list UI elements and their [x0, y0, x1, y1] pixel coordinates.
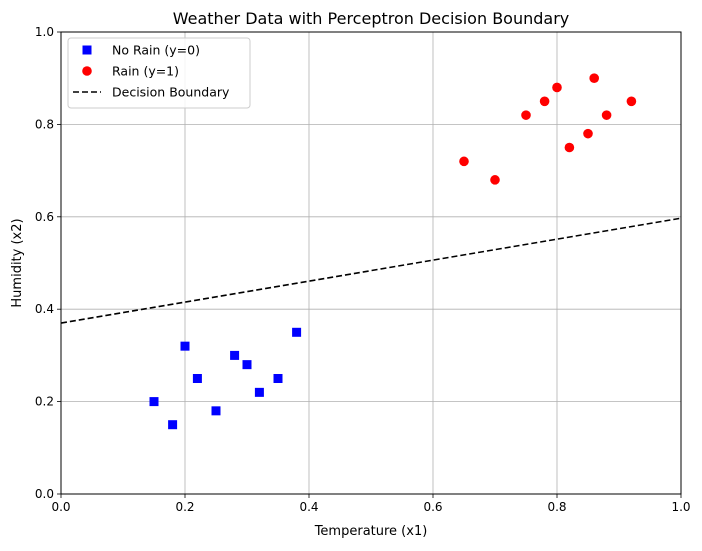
rain-point	[521, 110, 531, 120]
decision-boundary-line	[60, 217, 682, 324]
decision-boundary	[60, 217, 682, 324]
y-tick-label: 1.0	[35, 25, 54, 39]
data-points	[149, 73, 637, 430]
rain-point	[601, 110, 612, 120]
x-axis-ticks: 0.0 0.2 0.4 0.6 0.8 1.0	[51, 494, 691, 514]
no-rain-point	[192, 374, 202, 383]
rain-point	[552, 82, 562, 93]
rain-point	[626, 96, 637, 107]
legend-marker-circle	[82, 66, 92, 76]
no-rain-point	[168, 420, 178, 430]
legend-label: No Rain (y=0)	[112, 43, 200, 58]
legend-marker-square	[82, 45, 92, 55]
x-axis-label: Temperature (x1)	[314, 524, 428, 539]
no-rain-point	[149, 397, 159, 407]
rain-point	[583, 128, 593, 139]
legend-label: Decision Boundary	[112, 85, 230, 100]
grid	[60, 31, 682, 495]
no-rain-point	[211, 406, 221, 416]
rain-point	[564, 142, 575, 153]
rain-point	[539, 96, 550, 107]
x-tick-label: 0.2	[175, 500, 194, 514]
y-tick-label: 0.4	[35, 302, 54, 316]
y-tick-label: 0.2	[35, 395, 54, 409]
legend: No Rain (y=0) Rain (y=1) Decision Boundary	[67, 37, 251, 109]
legend-box	[67, 37, 251, 109]
x-tick-label: 0.6	[423, 500, 442, 514]
legend-label: Rain (y=1)	[112, 64, 179, 79]
y-tick-label: 0.0	[35, 487, 54, 501]
chart-title: Weather Data with Perceptron Decision Bo…	[173, 9, 570, 28]
x-tick-label: 1.0	[671, 500, 690, 514]
no-rain-point	[254, 387, 264, 397]
no-rain-point	[242, 360, 252, 370]
rain-point	[459, 156, 469, 167]
plot-area	[60, 31, 682, 495]
y-axis-label: Humidity (x2)	[10, 218, 25, 307]
no-rain-point	[180, 341, 190, 351]
y-axis-ticks: 0.0 0.2 0.4 0.6 0.8 1.0	[35, 25, 61, 501]
rain-point	[589, 73, 599, 83]
y-tick-label: 0.8	[35, 117, 54, 131]
no-rain-point	[292, 327, 302, 337]
no-rain-point	[230, 350, 240, 360]
x-tick-label: 0.0	[51, 500, 70, 514]
y-tick-label: 0.6	[35, 210, 54, 224]
no-rain-point	[273, 374, 283, 383]
x-tick-label: 0.8	[547, 500, 566, 514]
x-tick-label: 0.4	[299, 500, 318, 514]
rain-point	[490, 175, 500, 185]
